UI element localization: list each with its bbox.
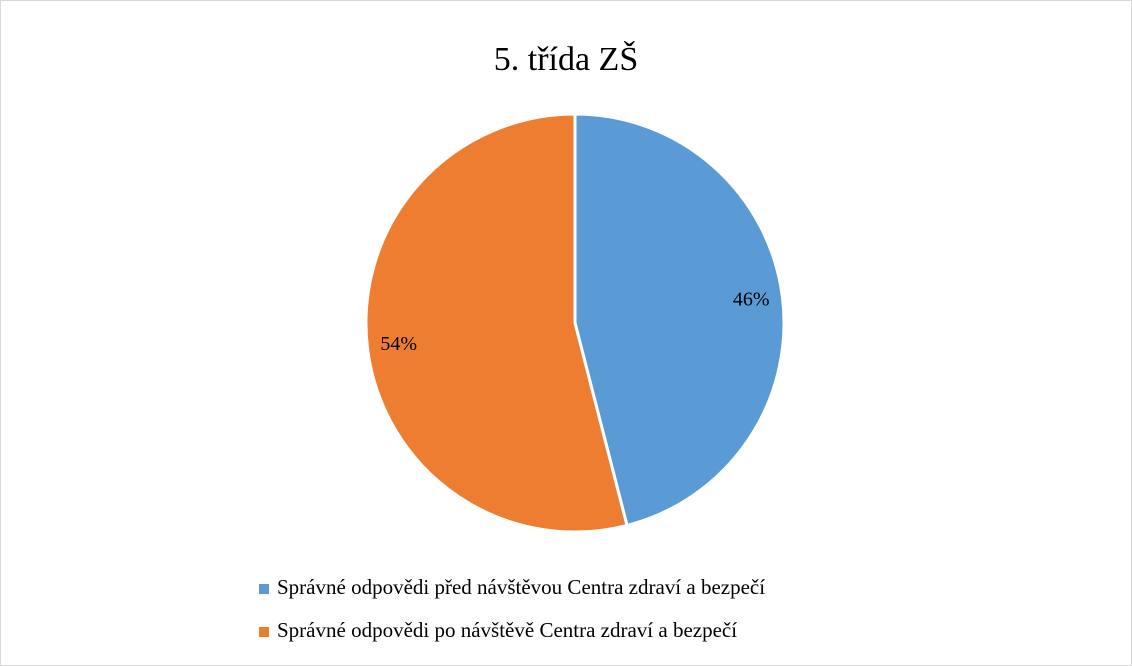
legend-label: Správné odpovědi po návštěvě Centra zdra… [277, 618, 737, 642]
pie-slice [364, 112, 629, 534]
legend-label: Správné odpovědi před návštěvou Centra z… [277, 575, 765, 599]
legend-swatch [259, 584, 269, 594]
data-label: 54% [380, 333, 417, 355]
data-label: 46% [733, 288, 770, 310]
chart-title: 5. třída ZŠ [494, 40, 638, 78]
pie-slice [573, 112, 786, 528]
legend-swatch [259, 627, 269, 637]
